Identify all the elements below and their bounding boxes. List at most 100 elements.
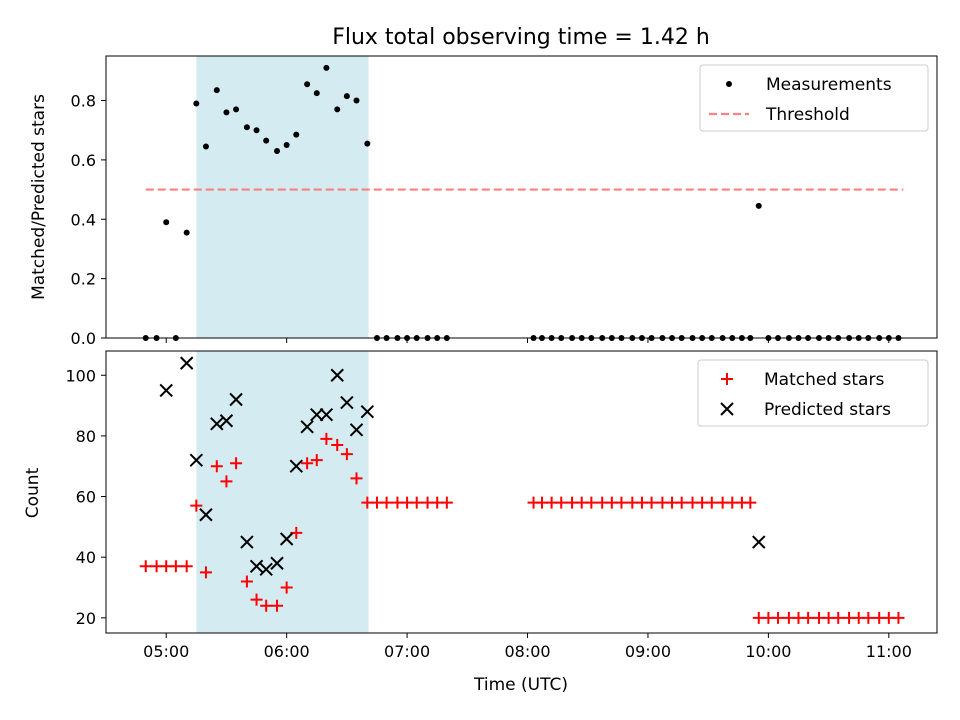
bottom-xtick-label: 05:00 — [143, 642, 189, 661]
predicted-star-point — [289, 459, 303, 473]
matched-star-point — [744, 496, 757, 509]
matched-star-point — [350, 472, 363, 485]
predicted-star-point — [270, 556, 284, 570]
matched-star-point — [240, 575, 253, 588]
matched-star-point — [772, 611, 785, 624]
measurement-point — [313, 90, 320, 97]
matched-star-point — [230, 457, 243, 470]
bottom-legend-label: Predicted stars — [764, 400, 891, 420]
bottom-ytick-label: 60 — [76, 488, 96, 507]
matched-star-point — [892, 611, 905, 624]
bottom-ytick-label: 80 — [76, 427, 96, 446]
matched-star-point — [220, 475, 233, 488]
bottom-axes-frame — [105, 350, 938, 634]
matched-star-point — [585, 496, 598, 509]
predicted-star-point — [219, 414, 234, 428]
top-ytick-label: 0.0 — [71, 329, 96, 348]
matched-star-point — [180, 560, 193, 573]
predicted-star-point — [249, 559, 264, 573]
measurement-point — [213, 87, 220, 94]
matched-star-point — [310, 454, 323, 467]
measurement-point — [334, 106, 341, 113]
bottom-series-0 — [139, 432, 905, 624]
measurement-point — [323, 64, 330, 71]
measurement-point — [755, 202, 762, 209]
top-ytick-label: 0.4 — [71, 210, 96, 229]
top-ytick-label: 0.2 — [71, 270, 96, 289]
top-legend-label: Measurements — [766, 75, 892, 95]
measurement-point — [253, 127, 260, 134]
bottom-shaded-span — [196, 351, 369, 633]
legend-marker-measurements — [726, 81, 732, 87]
top-legend-box — [699, 64, 929, 132]
bottom-legend: Matched stars Predicted stars — [697, 359, 929, 427]
matched-star-point — [705, 496, 718, 509]
bottom-series-1 — [159, 356, 766, 577]
predicted-star-point — [319, 407, 334, 422]
matched-star-point — [331, 439, 344, 451]
matched-star-point — [280, 581, 293, 594]
predicted-star-point — [360, 404, 375, 419]
bottom-xtick-label: 11:00 — [866, 642, 912, 661]
bottom-chart-xlabel: Time (UTC) — [473, 675, 568, 695]
matched-star-point — [320, 432, 333, 445]
matched-star-point — [410, 496, 423, 509]
predicted-star-point — [349, 423, 364, 437]
predicted-star-point — [210, 417, 224, 431]
measurement-point — [263, 137, 270, 144]
predicted-star-point — [310, 407, 324, 422]
measurement-point — [293, 131, 300, 138]
predicted-star-point — [300, 420, 314, 434]
bottom-chart-ylabel: Count — [23, 467, 43, 518]
predicted-star-point — [259, 562, 273, 577]
matched-star-point — [169, 560, 182, 573]
measurement-point — [163, 219, 170, 226]
measurement-point — [243, 124, 250, 131]
predicted-star-point — [189, 453, 204, 467]
matched-star-point — [210, 460, 223, 473]
predicted-star-point — [330, 368, 344, 382]
bottom-xtick-label: 08:00 — [504, 642, 550, 661]
matched-star-point — [380, 496, 393, 509]
matched-star-point — [440, 496, 453, 509]
bottom-ytick-label: 40 — [76, 548, 96, 567]
top-chart: 0.0 0.2 0.4 0.6 0.8 Measurements Threshold — [71, 55, 938, 348]
matched-star-point — [645, 496, 658, 509]
bottom-xtick-label: 06:00 — [264, 642, 310, 661]
bottom-ytick-label: 20 — [76, 609, 96, 628]
top-chart-title: Flux total observing time = 1.42 h — [332, 25, 710, 50]
measurement-point — [193, 100, 200, 107]
measurement-point — [364, 140, 371, 147]
matched-star-point — [862, 611, 875, 624]
measurement-point — [274, 147, 281, 154]
bottom-chart: 20 40 60 80 100 05:00 06:00 07:00 08:00 09:00 10:0… — [65, 350, 938, 661]
matched-star-point — [802, 611, 815, 624]
matched-star-point — [340, 448, 353, 461]
top-axes-frame — [105, 55, 938, 339]
predicted-star-point — [279, 532, 294, 546]
top-ytick-label: 0.8 — [71, 92, 96, 111]
predicted-star-point — [229, 392, 243, 407]
top-chart-ylabel: Matched/Predicted stars — [29, 94, 49, 300]
top-ytick-label: 0.6 — [71, 151, 96, 170]
matched-star-point — [139, 560, 152, 573]
bottom-xtick-label: 10:00 — [745, 642, 791, 661]
measurement-point — [223, 109, 230, 116]
measurement-point — [353, 97, 360, 104]
predicted-star-point — [240, 535, 254, 549]
measurement-point — [183, 229, 190, 236]
matched-star-point — [615, 496, 628, 509]
bottom-legend-box — [697, 359, 929, 427]
bottom-legend-label: Matched stars — [764, 370, 884, 390]
predicted-star-point — [340, 395, 354, 410]
measurement-point — [304, 81, 311, 88]
predicted-star-point — [199, 508, 213, 522]
top-shaded-span — [196, 56, 369, 338]
top-legend-label: Threshold — [765, 105, 850, 125]
matched-star-point — [199, 566, 212, 579]
bottom-xtick-label: 07:00 — [384, 642, 430, 661]
matched-star-point — [555, 496, 568, 509]
predicted-star-point — [752, 535, 766, 549]
measurement-point — [283, 142, 290, 149]
